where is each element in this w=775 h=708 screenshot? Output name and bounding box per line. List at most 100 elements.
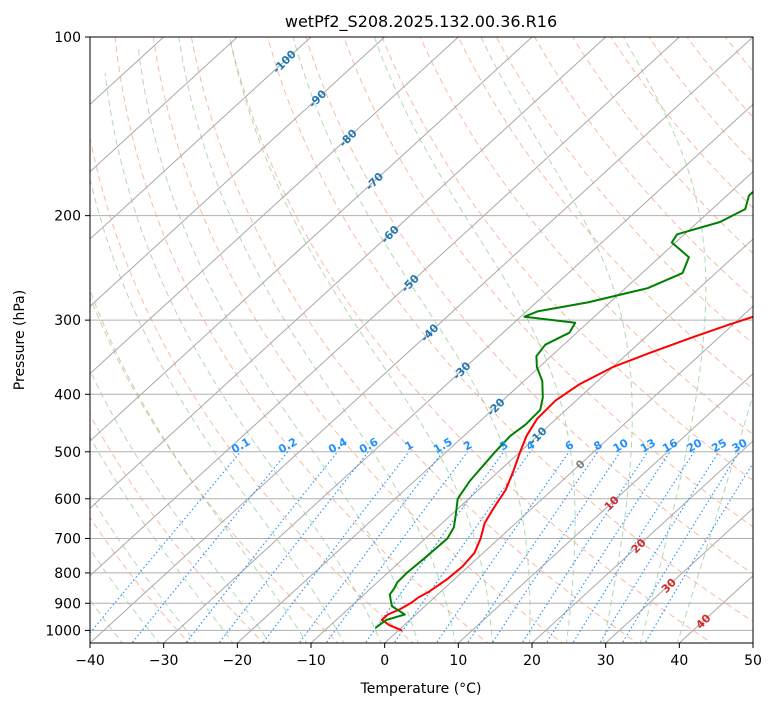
x-axis-title: Temperature (°C) xyxy=(360,681,482,697)
moist-adiabat-line xyxy=(90,494,197,643)
temperature-line xyxy=(380,315,753,632)
y-tick-label: 800 xyxy=(54,566,81,582)
moist-adiabat-line xyxy=(676,392,753,643)
moist-adiabat-line xyxy=(90,435,234,643)
mixing-ratio-label: 16 xyxy=(660,436,680,455)
mixing-ratio-line xyxy=(364,451,505,643)
x-tick-label: 20 xyxy=(523,653,541,669)
plot-frame xyxy=(89,36,754,644)
dry-adiabat-line xyxy=(534,37,753,299)
isotherm-line xyxy=(162,103,753,643)
mixing-ratio-label: 25 xyxy=(709,436,729,455)
isotherm-line xyxy=(90,37,312,240)
mixing-ratio-line xyxy=(621,451,740,643)
mixing-ratio-label: 3 xyxy=(497,438,510,453)
x-tick-label: 0 xyxy=(380,653,389,669)
moist-adiabat-line xyxy=(138,49,419,643)
isotherm-line xyxy=(457,372,753,643)
mixing-ratio-label: 1 xyxy=(403,438,416,453)
y-tick-label: 300 xyxy=(54,313,81,329)
moist-adiabat-line xyxy=(104,72,382,643)
x-tick-label: −20 xyxy=(223,653,253,669)
mixing-ratio-label: 0.6 xyxy=(357,435,381,456)
isotherm-line xyxy=(604,507,753,643)
isotherm-line xyxy=(90,37,460,375)
y-tick-label: 700 xyxy=(54,532,81,548)
x-tick-label: −40 xyxy=(75,653,105,669)
moist-adiabat-line xyxy=(622,37,707,643)
dry-adiabat-line xyxy=(152,37,564,643)
mixing-ratio-line xyxy=(435,451,570,643)
isotherm-line xyxy=(383,305,753,643)
dry-adiabat-line xyxy=(343,37,753,528)
dry-adiabat-line xyxy=(90,135,414,643)
moist-adiabat-line xyxy=(90,176,345,643)
mixing-ratio-line xyxy=(572,451,695,643)
y-axis-title: Pressure (hPa) xyxy=(12,290,28,390)
mixing-ratio-line xyxy=(90,451,242,634)
dry-adiabat-line xyxy=(90,413,265,643)
dry-adiabat-line xyxy=(686,37,753,118)
mixing-ratio-label: 1.5 xyxy=(431,435,454,456)
x-tick-label: 30 xyxy=(597,653,615,669)
y-tick-label: 400 xyxy=(54,387,81,403)
isotherm-line xyxy=(310,238,753,643)
dry-adiabat-line xyxy=(648,37,753,164)
mixing-ratio-label: 30 xyxy=(730,436,750,455)
mixing-ratio-label: 36 xyxy=(750,436,770,455)
mixing-ratio-line xyxy=(298,451,444,643)
mixing-ratio-line xyxy=(393,451,531,643)
x-tick-label: 40 xyxy=(670,653,688,669)
isotherm-line xyxy=(90,37,533,442)
mixing-ratio-line xyxy=(491,451,621,643)
dry-adiabat-line xyxy=(228,37,713,643)
mixing-ratio-label: 0.4 xyxy=(326,435,350,456)
y-tick-label: 1000 xyxy=(45,623,81,639)
dry-adiabat-line xyxy=(90,516,190,643)
dry-adiabat-line xyxy=(495,37,753,345)
data-series xyxy=(374,190,753,632)
isotherm-line xyxy=(90,37,681,577)
y-tick-label: 200 xyxy=(54,209,81,225)
moist-adiabat-line xyxy=(90,288,308,643)
mixing-ratio-label: 0.2 xyxy=(276,435,299,456)
moist-adiabat-line xyxy=(229,37,493,643)
y-tick-label: 100 xyxy=(54,30,81,46)
axes: −40 −30 −20 −10 0 10 20 30 40 50 100 200 300 400 500 60… xyxy=(45,30,762,669)
chart-title: wetPf2_S208.2025.132.00.36.R16 xyxy=(285,12,557,32)
dry-adiabat-line xyxy=(190,37,638,643)
isotherm-line xyxy=(678,574,753,643)
mixing-ratio-label: 0.1 xyxy=(229,435,252,456)
dry-adiabat-line xyxy=(419,37,753,436)
isotherm-line xyxy=(531,440,753,643)
dry-adiabat-line xyxy=(114,37,489,643)
mixing-ratio-line xyxy=(325,451,468,643)
isotherm-line xyxy=(236,170,753,643)
background-lines xyxy=(90,37,753,643)
y-tick-label: 500 xyxy=(54,445,81,461)
dry-adiabat-line xyxy=(305,37,753,575)
line-labels: 0.1 0.2 0.4 0.6 1 1.5 2 3 4 6 8 10 13 16 20 25 30 36-100-… xyxy=(229,47,770,631)
mixing-ratio-label: 10 xyxy=(611,436,631,455)
mixing-ratio-line xyxy=(466,451,599,643)
mixing-ratio-line xyxy=(521,451,649,643)
y-tick-label: 600 xyxy=(54,492,81,508)
x-tick-label: −30 xyxy=(149,653,179,669)
dry-adiabat-line xyxy=(610,37,753,209)
x-tick-label: 10 xyxy=(449,653,467,669)
dewpoint-line xyxy=(374,190,753,629)
dry-adiabat-line xyxy=(724,37,753,72)
mixing-ratio-line xyxy=(599,451,720,643)
y-tick-label: 900 xyxy=(54,596,81,612)
mixing-ratio-line xyxy=(131,451,289,643)
isotherm-line xyxy=(90,37,386,308)
isotherm-line xyxy=(90,37,239,173)
mixing-ratio-line xyxy=(262,451,410,643)
x-tick-label: −10 xyxy=(296,653,326,669)
mixing-ratio-line xyxy=(185,451,339,643)
mixing-ratio-label: 20 xyxy=(685,436,705,455)
moist-adiabat-line xyxy=(178,37,456,643)
isotherm-line xyxy=(90,37,753,643)
x-tick-label: 50 xyxy=(744,653,762,669)
